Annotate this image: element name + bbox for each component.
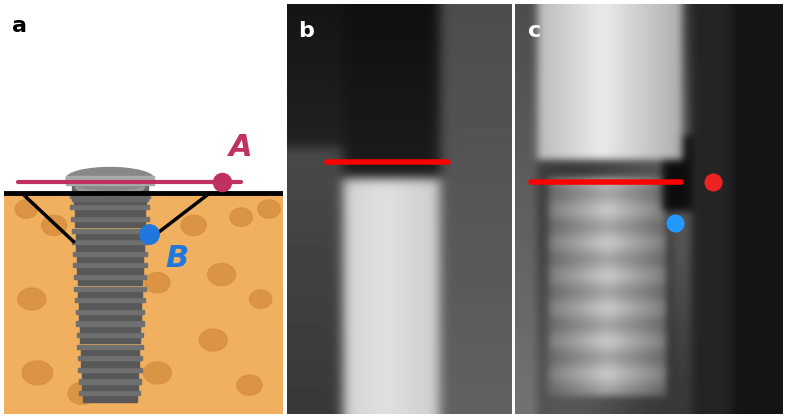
Bar: [82, 372, 138, 378]
Bar: [83, 395, 138, 402]
Bar: [83, 384, 138, 390]
Bar: [77, 256, 143, 262]
Bar: [77, 345, 143, 349]
Bar: [4, 193, 283, 414]
Bar: [74, 275, 146, 279]
Bar: [81, 349, 139, 355]
Bar: [72, 229, 149, 233]
Bar: [72, 240, 148, 244]
Ellipse shape: [200, 329, 227, 351]
Bar: [79, 314, 141, 320]
Bar: [79, 302, 141, 308]
Bar: [73, 252, 147, 256]
Bar: [76, 244, 144, 251]
Text: c: c: [528, 20, 542, 41]
Bar: [75, 209, 145, 216]
Bar: [79, 326, 140, 332]
Ellipse shape: [143, 362, 171, 384]
Text: b: b: [298, 20, 314, 41]
Bar: [75, 310, 145, 314]
Ellipse shape: [75, 179, 145, 195]
Ellipse shape: [208, 263, 236, 285]
Bar: [75, 298, 145, 302]
Bar: [71, 205, 149, 209]
Bar: [74, 198, 145, 204]
Text: a: a: [13, 16, 28, 36]
Bar: [77, 333, 143, 337]
Bar: [72, 174, 148, 201]
Bar: [75, 221, 145, 227]
Bar: [81, 360, 138, 367]
Ellipse shape: [145, 273, 170, 293]
Bar: [71, 217, 149, 221]
Ellipse shape: [68, 382, 96, 404]
Ellipse shape: [42, 215, 67, 235]
Bar: [79, 368, 141, 372]
Bar: [80, 337, 140, 344]
Bar: [78, 356, 142, 360]
Bar: [66, 176, 154, 185]
Bar: [79, 380, 141, 384]
Bar: [79, 391, 141, 395]
Bar: [75, 233, 144, 239]
Bar: [73, 263, 147, 268]
Bar: [79, 291, 141, 297]
Ellipse shape: [230, 208, 252, 227]
Bar: [4, 4, 283, 193]
Bar: [75, 287, 145, 291]
Bar: [76, 321, 144, 326]
Bar: [77, 268, 143, 274]
Ellipse shape: [18, 288, 46, 310]
Ellipse shape: [66, 168, 154, 190]
Text: A: A: [230, 133, 253, 162]
Ellipse shape: [22, 361, 53, 385]
Bar: [70, 194, 150, 198]
Bar: [78, 279, 142, 285]
Ellipse shape: [258, 200, 280, 218]
Ellipse shape: [15, 200, 38, 218]
Ellipse shape: [181, 215, 206, 235]
Ellipse shape: [237, 375, 262, 395]
Ellipse shape: [249, 290, 272, 308]
Text: B: B: [165, 244, 189, 273]
